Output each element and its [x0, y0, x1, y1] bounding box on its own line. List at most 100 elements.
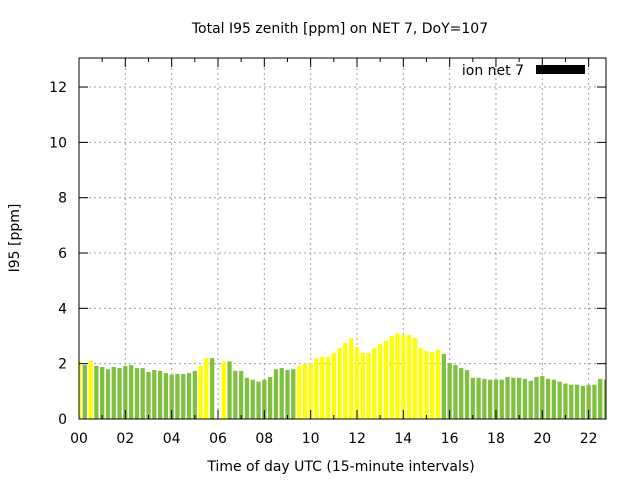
x-tick-label: 10 [302, 431, 320, 447]
x-tick-label: 02 [116, 431, 134, 447]
x-tick-label: 04 [163, 431, 181, 447]
x-axis-label: Time of day UTC (15-minute intervals) [206, 459, 474, 475]
bar [395, 333, 400, 419]
bar [210, 358, 215, 419]
bar [146, 371, 151, 419]
grid [79, 58, 606, 419]
x-tick-label: 08 [255, 431, 273, 447]
legend-label: ion net 7 [462, 63, 524, 79]
bar [256, 381, 261, 419]
bar [267, 376, 273, 419]
bar [372, 347, 377, 419]
plot-frame [78, 57, 607, 420]
bar [441, 353, 446, 419]
bar [586, 384, 591, 419]
bar [499, 379, 504, 419]
bar [366, 352, 371, 419]
bar [569, 384, 574, 419]
y-tick-label: 10 [49, 135, 67, 151]
bar [105, 369, 111, 419]
bar [551, 379, 557, 419]
x-tick-label: 14 [394, 431, 412, 447]
bar [198, 365, 203, 419]
bar [505, 376, 510, 419]
bar [337, 347, 342, 419]
bar [476, 377, 481, 419]
bar [412, 337, 418, 419]
legend: ion net 7 [462, 63, 585, 79]
bar [285, 370, 290, 419]
bar [389, 336, 394, 419]
bar [140, 368, 145, 419]
y-tick-label: 12 [49, 80, 67, 96]
bar [360, 352, 365, 419]
bar [262, 379, 267, 419]
bar [528, 380, 533, 419]
bar [94, 365, 99, 419]
bar [157, 370, 163, 419]
y-tick-label: 2 [58, 357, 67, 373]
bar [186, 373, 192, 419]
bar [522, 378, 528, 419]
bar [128, 365, 134, 419]
bar [493, 379, 499, 419]
bar [592, 384, 597, 419]
bar [181, 373, 186, 419]
bar [204, 358, 209, 419]
bar [273, 369, 279, 419]
bar [354, 347, 360, 419]
bar [325, 357, 331, 419]
bar [435, 349, 441, 419]
bar [511, 377, 516, 419]
x-tick-label: 16 [441, 431, 459, 447]
bar [453, 365, 458, 419]
bar [279, 368, 284, 419]
bar [291, 369, 296, 419]
bar [308, 363, 313, 419]
x-tick-label: 20 [533, 431, 551, 447]
bar [331, 352, 336, 419]
bar [169, 374, 174, 419]
bar [563, 383, 568, 419]
bar [79, 360, 82, 419]
y-tick-label: 8 [58, 191, 67, 207]
bar [557, 381, 562, 419]
bar [540, 376, 545, 419]
bar [401, 334, 406, 419]
bar [459, 368, 464, 419]
chart-title: Total I95 zenith [ppm] on NET 7, DoY=107 [191, 21, 488, 37]
bar [123, 365, 128, 419]
bar [134, 368, 140, 419]
bar [470, 377, 475, 419]
x-tick-label: 22 [580, 431, 598, 447]
bar [378, 344, 383, 419]
x-tick-label: 12 [348, 431, 366, 447]
bar [320, 357, 325, 419]
y-tick-label: 4 [58, 301, 67, 317]
bar [430, 352, 435, 419]
bar [603, 379, 606, 419]
y-axis-label: I95 [ppm] [7, 204, 23, 273]
y-tick-label: 6 [58, 246, 67, 262]
bar [343, 342, 348, 419]
bar [482, 378, 487, 419]
x-tick-label: 00 [70, 431, 88, 447]
bar [488, 379, 493, 419]
bar [302, 363, 307, 419]
bar [406, 334, 412, 419]
bar [383, 340, 389, 419]
bar [516, 377, 522, 419]
bar [349, 337, 354, 419]
bar [152, 370, 157, 419]
bar [175, 373, 180, 419]
bar [424, 350, 429, 419]
bar [111, 366, 116, 419]
bar [447, 362, 452, 419]
bar [418, 347, 423, 419]
bar [545, 378, 551, 419]
bar [296, 365, 302, 419]
bar [117, 368, 122, 419]
bar [580, 385, 585, 419]
bar [598, 378, 603, 419]
